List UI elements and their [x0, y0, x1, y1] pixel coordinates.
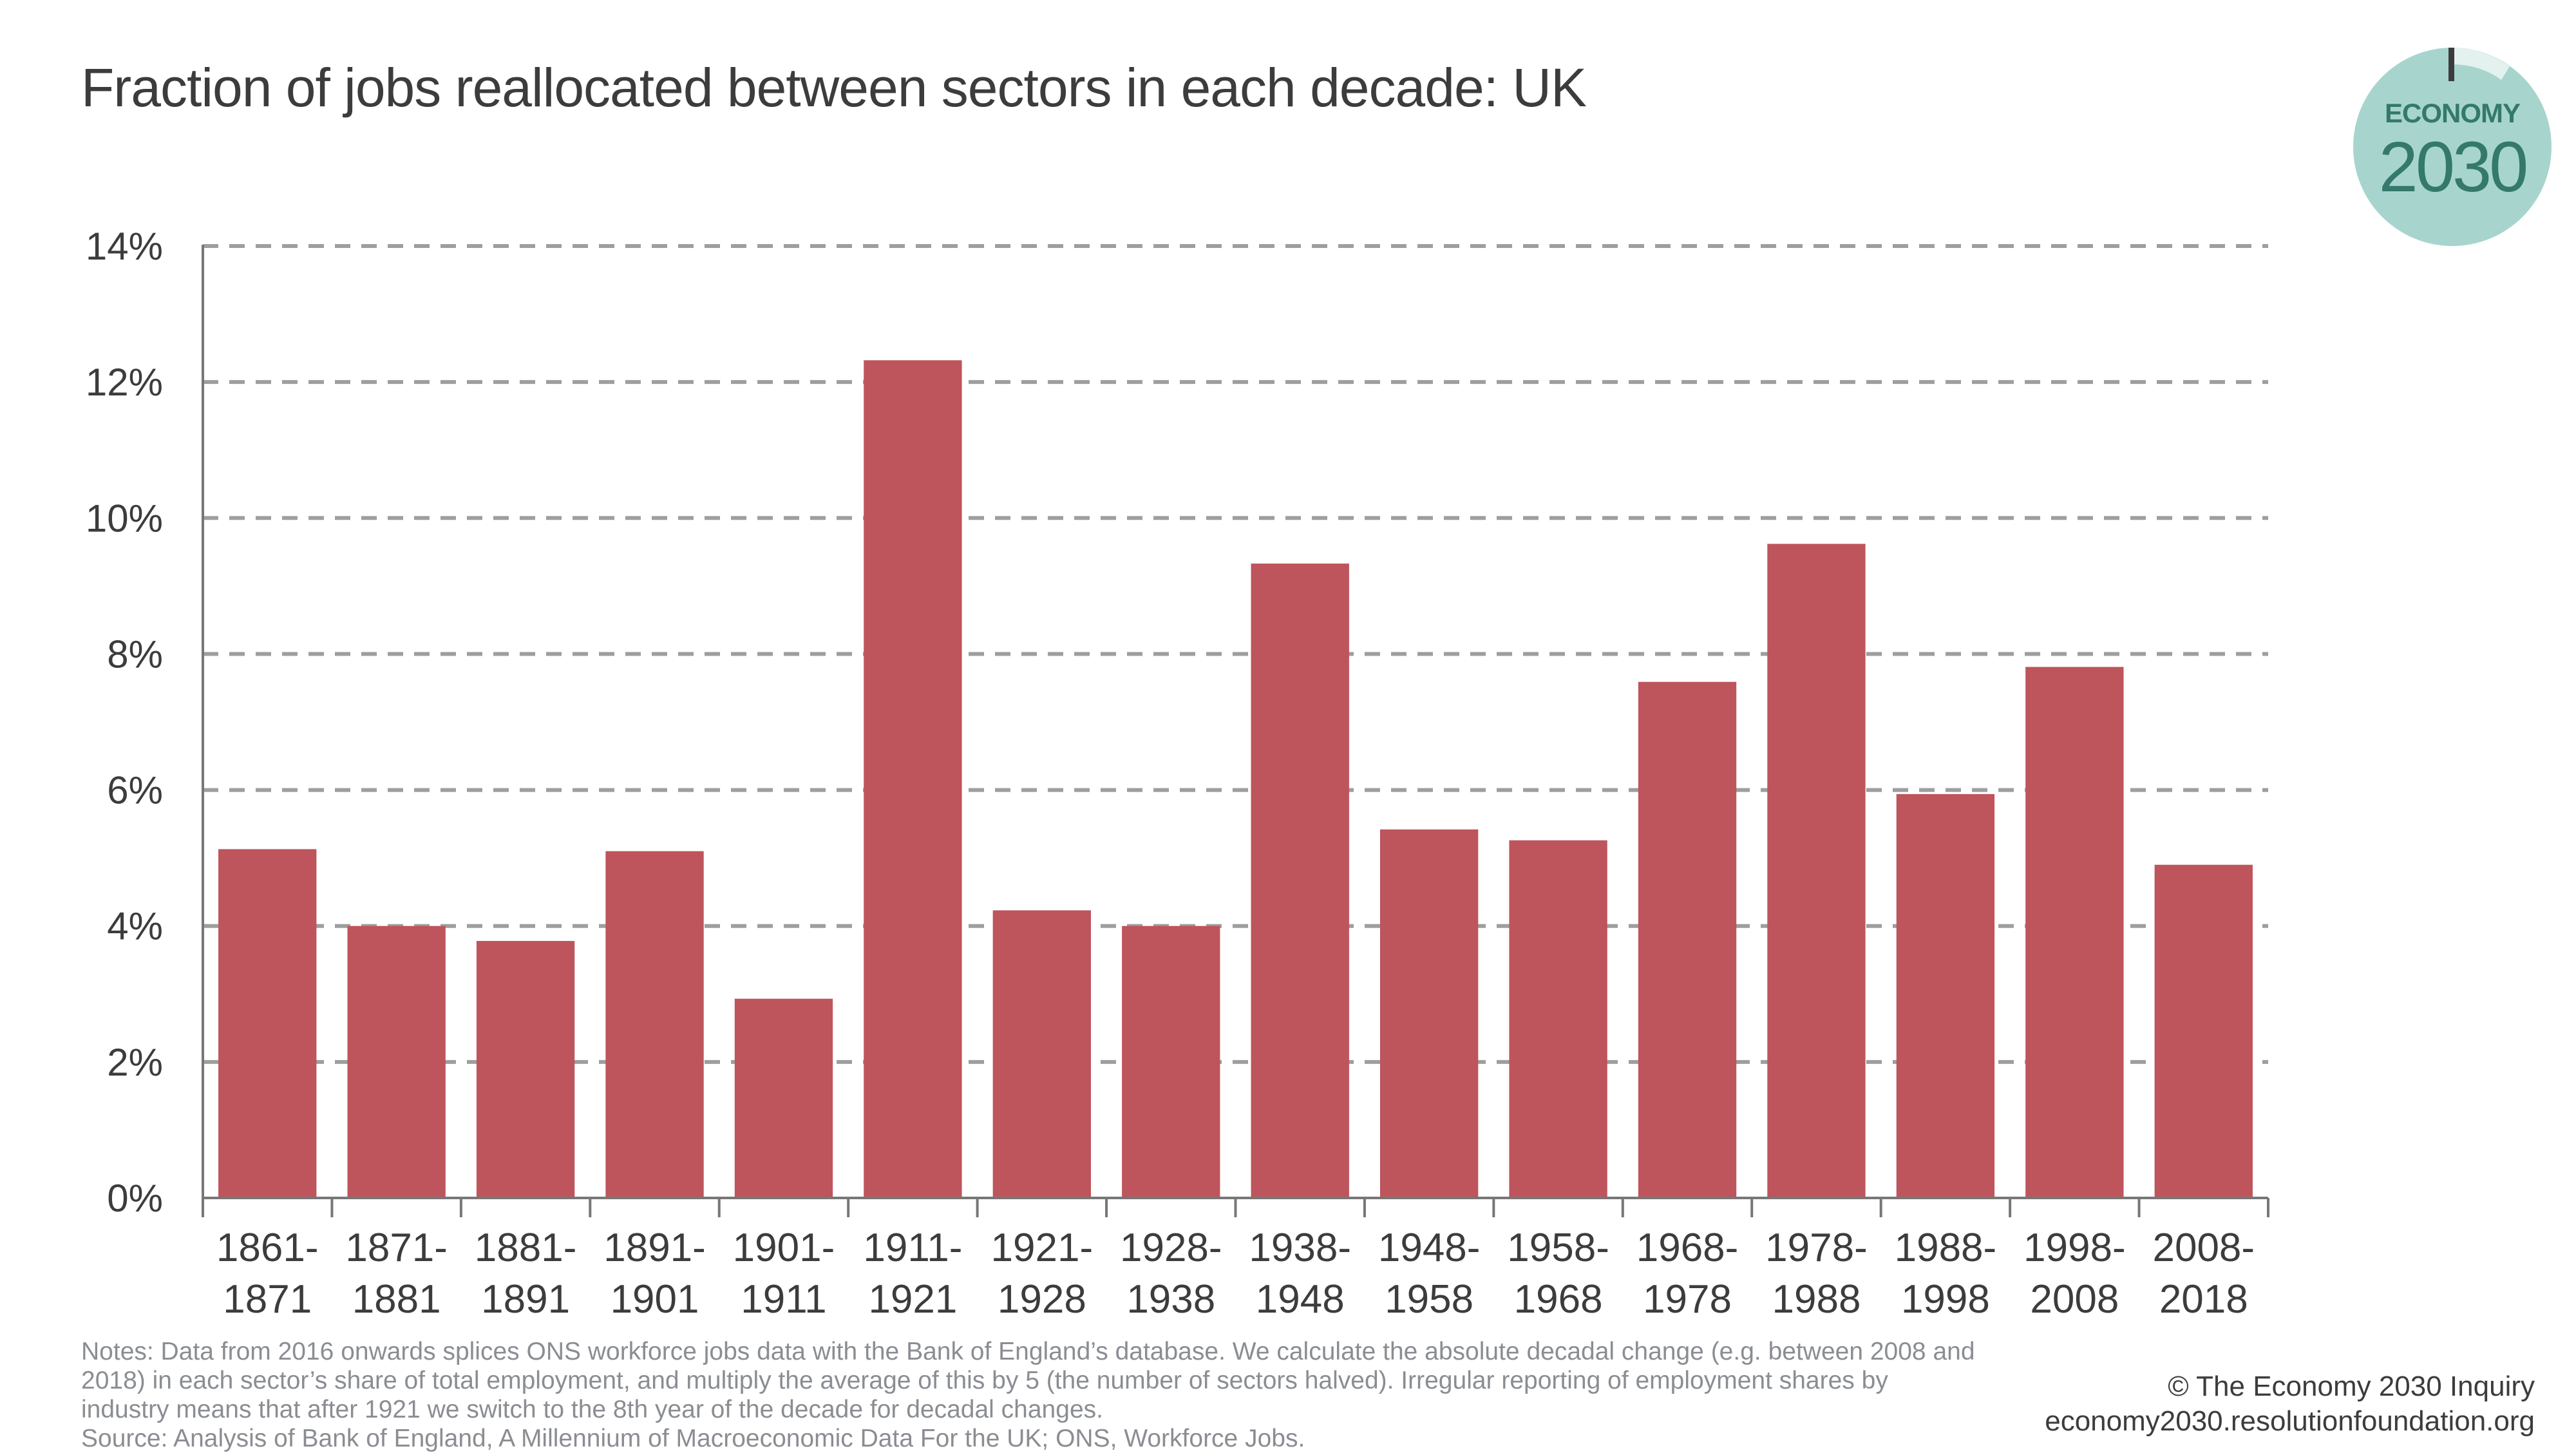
y-tick-label: 0%: [107, 1177, 163, 1220]
y-tick-labels: 0% 2% 4% 6% 8% 10% 12% 14%: [86, 225, 163, 1220]
x-tick-label: 1998-: [2023, 1226, 2126, 1270]
bar: [2025, 667, 2124, 1198]
y-tick-label: 12%: [86, 361, 163, 404]
copyright-text: © The Economy 2030 Inquiry: [2168, 1371, 2535, 1402]
credit: © The Economy 2030 Inquiry economy2030.r…: [2045, 1369, 2535, 1439]
x-tick-label: 1921: [868, 1277, 957, 1322]
logo-word: ECONOMY: [2384, 98, 2521, 128]
x-tick-label: 1938-: [1249, 1226, 1351, 1270]
x-tick-label: 1988-: [1895, 1226, 1997, 1270]
bars: [218, 360, 2253, 1198]
bar: [605, 851, 704, 1198]
bar: [1638, 681, 1737, 1198]
bar: [1379, 829, 1479, 1198]
x-tick-label: 1871-: [345, 1226, 448, 1270]
x-tick-label: 1968: [1514, 1277, 1603, 1322]
bar: [1767, 544, 1866, 1198]
source-line: Source: Analysis of Bank of England, A M…: [81, 1425, 1305, 1452]
x-tick-label: 1928: [998, 1277, 1086, 1322]
bar: [347, 926, 446, 1198]
logo-clock-hand: [2448, 48, 2454, 81]
y-tick-label: 4%: [107, 905, 163, 948]
chart-notes: Notes: Data from 2016 onwards splices ON…: [81, 1337, 2142, 1453]
x-tick-label: 1948-: [1378, 1226, 1481, 1270]
x-tick-label: 1968-: [1636, 1226, 1739, 1270]
bar: [1251, 564, 1349, 1198]
x-tick-label: 1958: [1385, 1277, 1473, 1322]
bar: [992, 910, 1092, 1198]
x-tick-label: 1891: [481, 1277, 570, 1322]
x-tick-label: 1881-: [475, 1226, 577, 1270]
bar: [734, 998, 833, 1198]
x-tick-label: 1998: [1901, 1277, 1990, 1322]
x-tick-label: 1938: [1126, 1277, 1215, 1322]
logo-year: 2030: [2378, 128, 2529, 207]
notes-line: industry means that after 1921 we switch…: [81, 1396, 1103, 1423]
bar: [476, 940, 575, 1198]
x-tick-label: 1901-: [733, 1226, 835, 1270]
y-tick-label: 10%: [86, 497, 163, 540]
notes-line: 2018) in each sector’s share of total em…: [81, 1367, 1888, 1394]
bar: [864, 360, 962, 1198]
logo-progress-arc: [2452, 48, 2510, 80]
axes: [202, 245, 2269, 1217]
x-tick-label: 1948: [1256, 1277, 1345, 1322]
x-tick-labels: 1861- 1871 1871- 1881 1881- 1891 1891- 1901 1901…: [216, 1226, 2255, 1322]
logo-circle: [2353, 48, 2552, 246]
x-tick-label: 1958-: [1507, 1226, 1609, 1270]
bar: [218, 849, 317, 1198]
x-tick-label: 1921-: [991, 1226, 1094, 1270]
x-tick-label: 1911: [741, 1277, 826, 1322]
chart-title: Fraction of jobs reallocated between sec…: [81, 57, 1587, 118]
bar: [2154, 864, 2253, 1198]
x-tick-label: 2018: [2159, 1277, 2248, 1322]
website-link[interactable]: economy2030.resolutionfoundation.org: [2045, 1405, 2535, 1437]
x-tick-label: 1901: [611, 1277, 699, 1322]
x-tick-label: 1978-: [1765, 1226, 1868, 1270]
y-tick-label: 14%: [86, 225, 163, 268]
bar: [1896, 793, 1995, 1198]
economy-2030-logo-icon: [2353, 48, 2552, 246]
x-tick-label: 1911-: [863, 1226, 962, 1270]
x-tick-label: 1928-: [1120, 1226, 1222, 1270]
x-tick-label: 1978: [1643, 1277, 1732, 1322]
y-tick-label: 8%: [107, 632, 163, 676]
x-tick-label: 1881: [352, 1277, 441, 1322]
x-tick-label: 1871: [223, 1277, 312, 1322]
x-tick-label: 1891-: [603, 1226, 706, 1270]
bar: [1509, 840, 1607, 1198]
y-tick-label: 6%: [107, 769, 163, 812]
notes-line: Notes: Data from 2016 onwards splices ON…: [81, 1338, 1975, 1365]
x-tick-label: 2008-: [2152, 1226, 2255, 1270]
x-tick-label: 1988: [1772, 1277, 1861, 1322]
x-tick-label: 1861-: [216, 1226, 319, 1270]
bar: [1122, 926, 1220, 1198]
x-tick-label: 2008: [2030, 1277, 2119, 1322]
y-tick-label: 2%: [107, 1041, 163, 1084]
